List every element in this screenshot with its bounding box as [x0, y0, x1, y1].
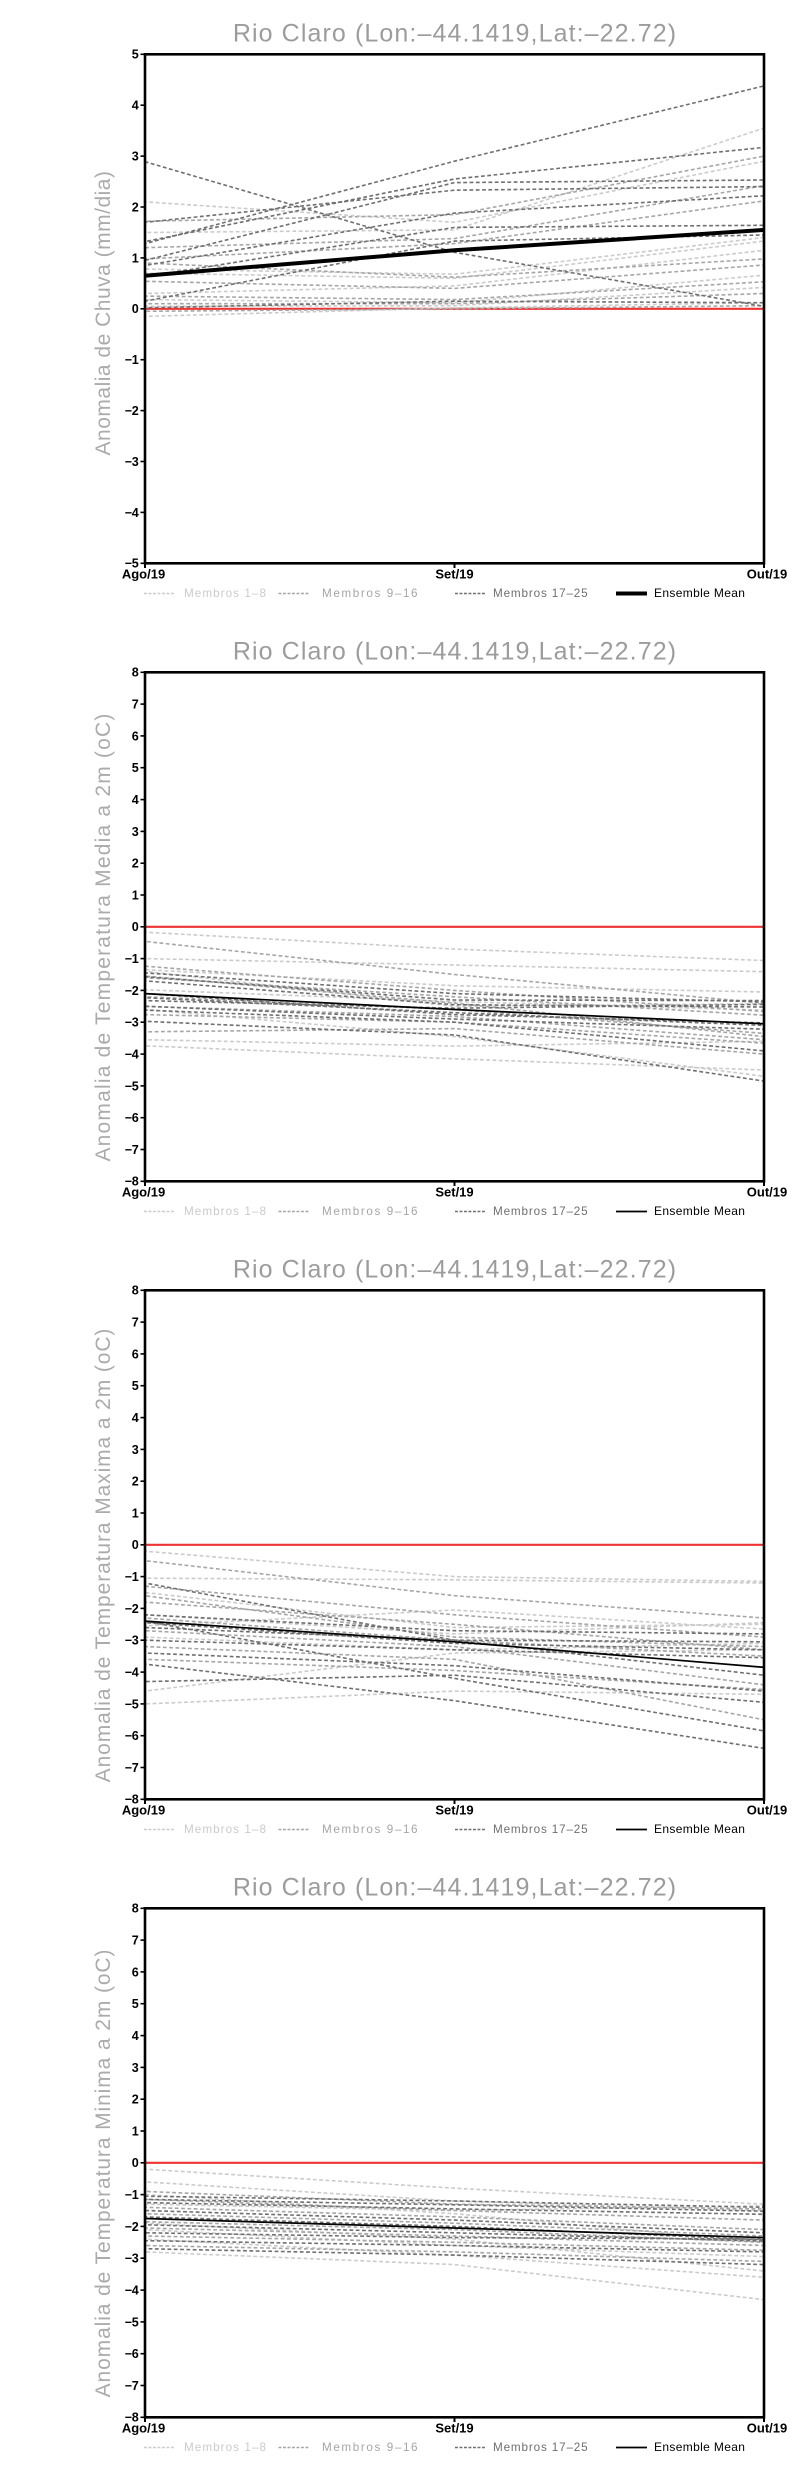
svg-text:Ago/19: Ago/19 [122, 1185, 165, 1200]
svg-text:5: 5 [132, 761, 139, 775]
svg-text:3: 3 [132, 150, 139, 164]
svg-text:Ensemble Mean: Ensemble Mean [654, 586, 745, 600]
svg-text:−2: −2 [125, 984, 139, 998]
svg-text:−1: −1 [125, 353, 139, 367]
svg-text:7: 7 [132, 698, 139, 712]
svg-text:Set/19: Set/19 [435, 1185, 473, 1200]
svg-text:−1: −1 [125, 2188, 139, 2202]
svg-text:Membros 17–25: Membros 17–25 [493, 587, 589, 600]
svg-text:−4: −4 [125, 1047, 139, 1061]
svg-text:Membros 9–16: Membros 9–16 [322, 587, 419, 600]
svg-text:−8: −8 [125, 1175, 139, 1189]
svg-text:Anomalia de Chuva (mm/dia): Anomalia de Chuva (mm/dia) [92, 171, 115, 456]
svg-text:Rio Claro (Lon:–44.1419,Lat:–2: Rio Claro (Lon:–44.1419,Lat:–22.72) [233, 20, 677, 48]
svg-text:Membros 17–25: Membros 17–25 [493, 1823, 589, 1836]
svg-text:5: 5 [132, 1997, 139, 2011]
svg-text:4: 4 [132, 1411, 139, 1425]
svg-text:Set/19: Set/19 [435, 2421, 473, 2436]
svg-text:Out/19: Out/19 [747, 1803, 787, 1818]
svg-text:6: 6 [132, 729, 139, 743]
svg-text:−4: −4 [125, 1665, 139, 1679]
svg-text:Ago/19: Ago/19 [122, 567, 165, 582]
svg-text:−6: −6 [125, 1729, 139, 1743]
svg-text:−4: −4 [125, 2283, 139, 2297]
svg-text:Set/19: Set/19 [435, 567, 473, 582]
svg-text:Anomalia de Temperatura Media: Anomalia de Temperatura Media a 2m (oC) [92, 712, 115, 1161]
svg-text:Anomalia de Temperatura Maxima: Anomalia de Temperatura Maxima a 2m (oC) [92, 1328, 115, 1783]
svg-text:−2: −2 [125, 2220, 139, 2234]
svg-text:Membros 1–8: Membros 1–8 [184, 2441, 267, 2454]
svg-text:−8: −8 [125, 2411, 139, 2425]
svg-text:Anomalia de Temperatura Minima: Anomalia de Temperatura Minima a 2m (oC) [92, 1949, 115, 2398]
svg-text:Ensemble Mean: Ensemble Mean [654, 1204, 745, 1218]
svg-text:7: 7 [132, 1316, 139, 1330]
svg-text:0: 0 [132, 302, 139, 316]
svg-text:−3: −3 [125, 1634, 139, 1648]
svg-text:4: 4 [132, 2029, 139, 2043]
svg-text:−7: −7 [125, 1761, 139, 1775]
svg-text:6: 6 [132, 1347, 139, 1361]
svg-text:1: 1 [132, 1506, 139, 1520]
svg-text:−6: −6 [125, 1111, 139, 1125]
svg-text:2: 2 [132, 1475, 139, 1489]
svg-text:2: 2 [132, 857, 139, 871]
svg-text:Out/19: Out/19 [747, 567, 787, 582]
svg-text:8: 8 [132, 1284, 139, 1298]
svg-text:Membros 1–8: Membros 1–8 [184, 1205, 267, 1218]
svg-text:1: 1 [132, 2124, 139, 2138]
svg-text:5: 5 [132, 48, 139, 62]
svg-text:−3: −3 [125, 455, 139, 469]
svg-text:−4: −4 [125, 506, 139, 520]
svg-text:−3: −3 [125, 1016, 139, 1030]
svg-text:7: 7 [132, 1934, 139, 1948]
svg-text:−7: −7 [125, 1143, 139, 1157]
svg-text:4: 4 [132, 99, 139, 113]
svg-text:Membros 17–25: Membros 17–25 [493, 1205, 589, 1218]
svg-text:Ensemble Mean: Ensemble Mean [654, 2440, 745, 2454]
svg-text:−7: −7 [125, 2379, 139, 2393]
svg-text:−5: −5 [125, 1079, 139, 1093]
svg-text:0: 0 [132, 2156, 139, 2170]
svg-text:−2: −2 [125, 1602, 139, 1616]
svg-text:0: 0 [132, 920, 139, 934]
svg-text:0: 0 [132, 1538, 139, 1552]
svg-text:1: 1 [132, 888, 139, 902]
svg-text:Membros 17–25: Membros 17–25 [493, 2441, 589, 2454]
svg-text:−5: −5 [125, 557, 139, 571]
svg-text:Membros 9–16: Membros 9–16 [322, 1823, 419, 1836]
svg-text:Rio Claro (Lon:–44.1419,Lat:–2: Rio Claro (Lon:–44.1419,Lat:–22.72) [233, 1874, 677, 1902]
svg-text:5: 5 [132, 1379, 139, 1393]
svg-text:Membros 1–8: Membros 1–8 [184, 587, 267, 600]
svg-text:Out/19: Out/19 [747, 1185, 787, 1200]
svg-text:−8: −8 [125, 1793, 139, 1807]
svg-text:Rio Claro (Lon:–44.1419,Lat:–2: Rio Claro (Lon:–44.1419,Lat:–22.72) [233, 638, 677, 666]
svg-text:8: 8 [132, 1902, 139, 1916]
svg-text:−3: −3 [125, 2252, 139, 2266]
svg-text:Out/19: Out/19 [747, 2421, 787, 2436]
svg-text:8: 8 [132, 666, 139, 680]
svg-text:−5: −5 [125, 2315, 139, 2329]
svg-text:Ago/19: Ago/19 [122, 2421, 165, 2436]
svg-text:2: 2 [132, 2093, 139, 2107]
svg-text:1: 1 [132, 251, 139, 265]
svg-text:3: 3 [132, 825, 139, 839]
svg-text:Membros 9–16: Membros 9–16 [322, 2441, 419, 2454]
svg-text:Set/19: Set/19 [435, 1803, 473, 1818]
svg-text:Ensemble Mean: Ensemble Mean [654, 1822, 745, 1836]
svg-text:−1: −1 [125, 952, 139, 966]
svg-text:−1: −1 [125, 1570, 139, 1584]
svg-text:Ago/19: Ago/19 [122, 1803, 165, 1818]
svg-text:6: 6 [132, 1965, 139, 1979]
svg-text:2: 2 [132, 200, 139, 214]
svg-text:−5: −5 [125, 1697, 139, 1711]
svg-text:−6: −6 [125, 2347, 139, 2361]
svg-text:4: 4 [132, 793, 139, 807]
svg-text:−2: −2 [125, 404, 139, 418]
svg-text:Membros 1–8: Membros 1–8 [184, 1823, 267, 1836]
svg-text:3: 3 [132, 1443, 139, 1457]
svg-text:Rio Claro (Lon:–44.1419,Lat:–2: Rio Claro (Lon:–44.1419,Lat:–22.72) [233, 1256, 677, 1284]
svg-text:Membros 9–16: Membros 9–16 [322, 1205, 419, 1218]
svg-text:3: 3 [132, 2061, 139, 2075]
